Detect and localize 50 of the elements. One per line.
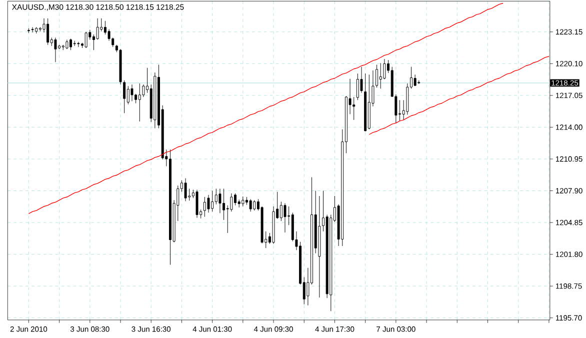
candlestick (154, 72, 156, 129)
candlestick (211, 190, 214, 212)
candlestick (123, 80, 126, 114)
candlestick (104, 20, 106, 35)
candlestick (218, 188, 222, 214)
candlestick (234, 193, 237, 206)
candlestick (38, 27, 42, 32)
candlestick (27, 28, 30, 34)
candlestick (242, 196, 244, 207)
candlestick (326, 214, 328, 298)
candlestick (196, 190, 198, 218)
candlestick (207, 194, 210, 214)
candlestick (230, 193, 233, 212)
candlestick (62, 44, 64, 51)
candlestick (108, 29, 110, 42)
candlestick (284, 203, 286, 233)
candlestick (280, 202, 282, 222)
candlestick (398, 100, 402, 122)
candlestick (383, 58, 386, 80)
candlestick (168, 150, 172, 266)
candlestick (73, 40, 76, 46)
candlestick (272, 206, 275, 244)
candlestick (130, 84, 134, 102)
candlestick (222, 188, 226, 220)
candlestick (352, 96, 356, 120)
candlestick (142, 84, 145, 98)
candlestick (126, 86, 130, 105)
candlestick (46, 18, 50, 46)
candlestick (418, 80, 420, 84)
candlestick (119, 48, 122, 85)
candlestick (414, 74, 416, 86)
candlestick (70, 38, 72, 51)
candlestick (364, 73, 367, 132)
candlestick (31, 27, 34, 33)
candlestick (214, 188, 218, 205)
candlestick (249, 199, 252, 212)
candlestick (84, 32, 88, 48)
candlestick (368, 74, 370, 130)
candlestick (203, 196, 206, 218)
candlestick (318, 196, 321, 298)
candlestick (77, 42, 80, 48)
candlestick (356, 73, 359, 101)
candlestick (138, 83, 141, 122)
candlestick (184, 178, 187, 202)
candlestick (54, 38, 57, 63)
candlestick (379, 63, 382, 90)
candlestick (66, 40, 68, 50)
candlestick (253, 200, 256, 211)
candlestick (35, 27, 38, 34)
candlestick (96, 18, 99, 40)
